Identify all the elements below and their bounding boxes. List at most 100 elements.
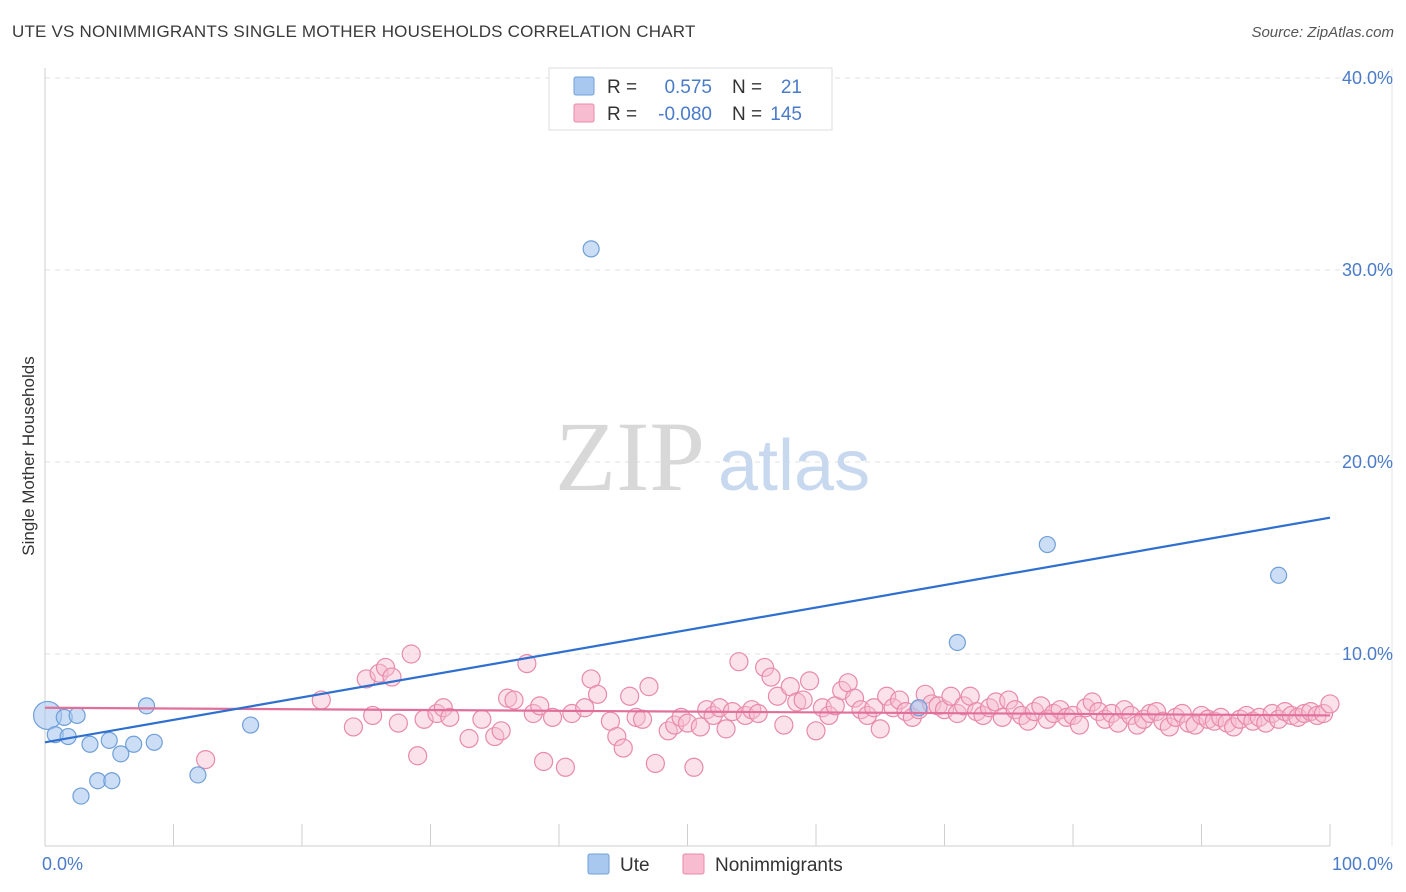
- ute-point-20: [1269, 566, 1288, 584]
- legend-bottom-swatch-nonimmigrants: [682, 853, 705, 875]
- watermark: ZIP atlas: [555, 401, 870, 512]
- nonimmigrants-point-15: [459, 728, 479, 749]
- nonimmigrants-point-18: [491, 721, 511, 741]
- nonimmigrants-point-68: [844, 688, 865, 708]
- ute-point-10: [112, 745, 130, 763]
- nonimmigrants-point-105: [1082, 692, 1102, 712]
- ute-point-17: [910, 699, 928, 717]
- nonimmigrants-point-2: [343, 717, 363, 737]
- trend-lines: [44, 516, 1331, 744]
- nonimmigrants-point-9: [401, 644, 421, 664]
- nonimmigrants-point-6: [375, 657, 396, 678]
- grid-lines: [45, 77, 1392, 655]
- ute-point-12: [137, 697, 156, 715]
- ute-points: [32, 240, 1288, 805]
- nonimmigrants-point-8: [388, 713, 408, 733]
- nonimmigrants-point-64: [819, 705, 839, 726]
- ute-point-15: [242, 716, 260, 734]
- ute-point-8: [100, 731, 118, 750]
- nonimmigrants-point-50: [729, 652, 749, 672]
- nonimmigrants-trend-line: [44, 706, 1331, 717]
- legend-ute-n-label: N =: [732, 77, 762, 98]
- ute-point-9: [103, 772, 121, 790]
- tick-labels: 10.0% 20.0% 30.0% 40.0% 0.0% 100.0%: [42, 68, 1393, 874]
- nonimmigrants-point-4: [363, 705, 383, 726]
- nonimmigrants-point-72: [870, 719, 890, 739]
- ute-point-16: [582, 240, 600, 258]
- nonimmigrants-point-44: [690, 717, 710, 737]
- legend-ute-r-value: 0.575: [664, 77, 712, 98]
- nonimmigrants-point-10: [408, 746, 428, 766]
- nonimmigrants-point-75: [889, 690, 910, 710]
- ute-point-14: [189, 766, 207, 784]
- nonimmigrants-point-33: [613, 738, 633, 758]
- watermark-atlas: atlas: [718, 426, 870, 506]
- ute-point-19: [1038, 535, 1056, 554]
- nonimmigrants-point-28: [575, 698, 595, 718]
- nonimmigrants-point-32: [607, 726, 627, 747]
- nonimmigrants-point-117: [1159, 717, 1179, 737]
- y-tick-label-2: 30.0%: [1342, 260, 1393, 280]
- nonimmigrants-point-30: [587, 684, 608, 704]
- nonimmigrants-point-142: [1320, 694, 1340, 714]
- nonimmigrants-point-70: [857, 705, 878, 726]
- ute-point-6: [81, 735, 99, 753]
- x-tick-label-1: 100.0%: [1332, 854, 1393, 874]
- nonimmigrants-point-25: [542, 707, 563, 727]
- y-tick-label-0: 10.0%: [1342, 644, 1393, 664]
- nonimmigrants-point-22: [523, 703, 543, 724]
- nonimmigrants-point-24: [533, 751, 554, 772]
- nonimmigrants-point-55: [761, 667, 781, 687]
- legend-bottom-ute-label: Ute: [620, 855, 650, 876]
- ute-point-18: [948, 633, 966, 652]
- nonimmigrants-point-34: [620, 686, 640, 706]
- nonimmigrants-point-115: [1146, 701, 1167, 722]
- nonimmigrants-point-92: [999, 690, 1019, 710]
- nonimmigrants-point-13: [433, 698, 453, 718]
- nonimmigrants-point-36: [632, 709, 653, 729]
- nonimmigrants-point-73: [877, 686, 897, 706]
- nonimmigrants-point-38: [645, 753, 665, 774]
- legend-ute-n-value: 21: [781, 77, 802, 98]
- nonimmigrants-point-62: [806, 721, 826, 741]
- legend-bottom-swatch-ute: [587, 853, 610, 875]
- y-axis-title: Single Mother Households: [19, 356, 38, 555]
- watermark-zip: ZIP: [555, 401, 705, 512]
- nonimmigrants-point-53: [748, 703, 768, 724]
- nonimmigrants-point-16: [472, 709, 492, 729]
- legend-swatch-nonimmigrants: [573, 103, 595, 123]
- nonimmigrants-point-60: [793, 690, 813, 710]
- nonimmigrants-point-42: [677, 713, 698, 733]
- legend-bottom: Ute Nonimmigrants: [587, 853, 843, 876]
- legend-ute-r-label: R =: [607, 77, 637, 98]
- nonimmigrants-point-95: [1018, 711, 1038, 731]
- nonimmigrants-point-111: [1121, 705, 1141, 726]
- legend-swatch-ute: [573, 76, 595, 96]
- ute-trend-line: [44, 516, 1331, 744]
- x-tick-label-0: 0.0%: [42, 854, 83, 874]
- legend-bottom-nonimm-label: Nonimmigrants: [715, 855, 843, 876]
- ute-point-13: [145, 733, 163, 751]
- nonimmigrants-point-37: [639, 677, 659, 697]
- nonimmigrants-point-54: [754, 657, 775, 678]
- y-tick-label-1: 20.0%: [1342, 452, 1393, 472]
- ute-point-4: [68, 706, 86, 725]
- y-tick-label-3: 40.0%: [1342, 68, 1393, 88]
- nonimmigrants-point-56: [767, 686, 788, 706]
- nonimmigrants-point-88: [973, 705, 993, 726]
- legend-nonimm-n-label: N =: [732, 104, 762, 125]
- nonimmigrants-point-20: [504, 690, 524, 710]
- legend-nonimm-r-label: R =: [607, 104, 637, 125]
- ute-point-11: [125, 735, 143, 753]
- nonimmigrants-point-141: [1313, 703, 1334, 724]
- nonimmigrants-point-48: [716, 719, 736, 739]
- nonimmigrants-point-61: [799, 671, 820, 691]
- legend-nonimm-r-value: -0.080: [658, 104, 712, 125]
- source-label: Source: ZipAtlas.com: [1251, 24, 1394, 41]
- nonimmigrants-point-103: [1069, 715, 1090, 735]
- nonimmigrants-point-57: [774, 715, 794, 735]
- chart-title: UTE VS NONIMMIGRANTS SINGLE MOTHER HOUSE…: [12, 22, 696, 41]
- nonimmigrants-point-26: [555, 757, 576, 777]
- legend-top-box: [548, 67, 833, 131]
